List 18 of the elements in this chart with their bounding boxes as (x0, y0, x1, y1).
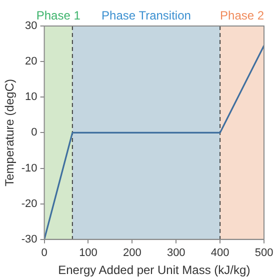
x-tick-label: 400 (210, 247, 230, 260)
y-tick-label: -20 (21, 198, 38, 210)
x-axis-title: Energy Added per Unit Mass (kJ/kg) (58, 263, 250, 278)
y-tick-label: -30 (21, 233, 38, 246)
x-tick-label: 0 (41, 247, 48, 260)
band-label: Phase Transition (102, 8, 191, 22)
y-tick-label: 10 (25, 91, 38, 104)
band-label: Phase 1 (36, 8, 81, 22)
band-label: Phase 2 (220, 8, 264, 22)
y-tick-label: -10 (21, 162, 38, 174)
x-tick-label: 500 (254, 247, 274, 260)
x-tick-label: 200 (123, 247, 142, 260)
y-tick-label: 30 (25, 20, 38, 32)
x-tick-label: 100 (79, 247, 98, 260)
y-axis-title: Temperature (degC) (2, 79, 17, 186)
y-tick-label: 20 (25, 56, 38, 68)
y-tick-label: 0 (31, 126, 38, 139)
x-tick-label: 300 (166, 247, 186, 260)
